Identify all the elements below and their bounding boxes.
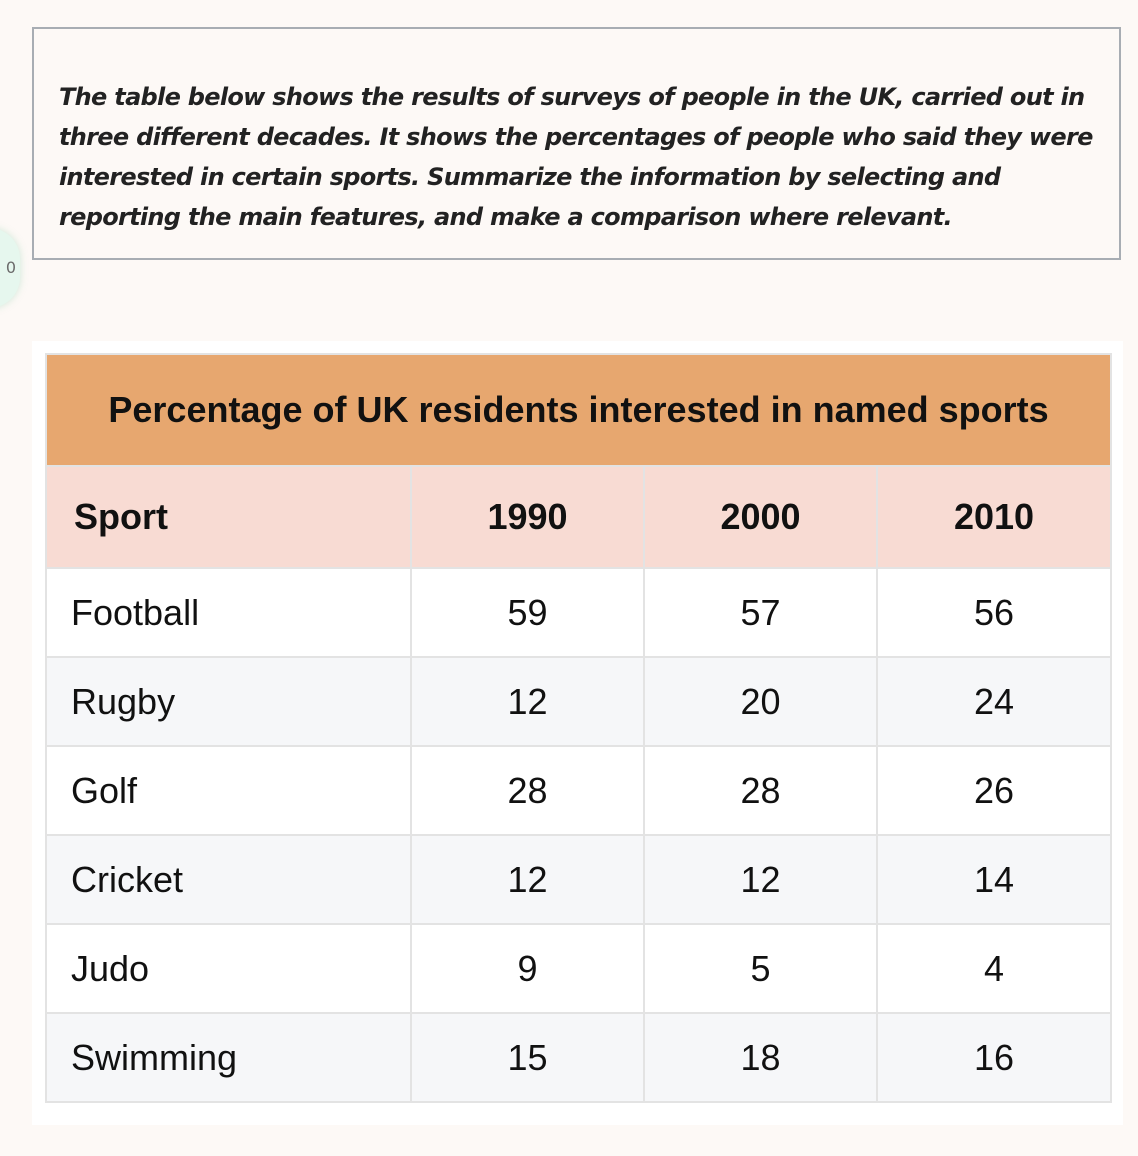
value-cell: 24	[875, 656, 1113, 747]
sport-name-cell: Judo	[45, 923, 412, 1014]
table-title: Percentage of UK residents interested in…	[44, 353, 1113, 467]
value-cell: 4	[875, 923, 1113, 1014]
value-cell: 15	[410, 1012, 645, 1103]
sport-name-cell: Swimming	[45, 1012, 412, 1103]
sport-name-cell: Rugby	[45, 656, 412, 747]
task-prompt-box: The table below shows the results of sur…	[32, 27, 1121, 260]
value-cell: 56	[875, 567, 1113, 658]
table-row: Football 59 57 56	[45, 567, 1113, 658]
value-cell: 5	[643, 923, 878, 1014]
table-row: Rugby 12 20 24	[45, 656, 1113, 747]
value-cell: 20	[643, 656, 878, 747]
value-cell: 18	[643, 1012, 878, 1103]
value-cell: 28	[410, 745, 645, 836]
value-cell: 14	[875, 834, 1113, 925]
sport-name-cell: Golf	[45, 745, 412, 836]
value-cell: 12	[410, 656, 645, 747]
value-cell: 16	[875, 1012, 1113, 1103]
column-header-2000: 2000	[643, 465, 878, 569]
table-header-row: Sport 1990 2000 2010	[45, 465, 1113, 569]
table-row: Golf 28 28 26	[45, 745, 1113, 836]
value-cell: 26	[875, 745, 1113, 836]
value-cell: 12	[410, 834, 645, 925]
value-cell: 12	[643, 834, 878, 925]
value-cell: 28	[643, 745, 878, 836]
sport-name-cell: Cricket	[45, 834, 412, 925]
value-cell: 59	[410, 567, 645, 658]
side-bubble[interactable]: 0	[0, 228, 20, 308]
value-cell: 9	[410, 923, 645, 1014]
table-row: Swimming 15 18 16	[45, 1012, 1113, 1103]
table-row: Cricket 12 12 14	[45, 834, 1113, 925]
sports-table: Percentage of UK residents interested in…	[44, 353, 1113, 1103]
column-header-1990: 1990	[410, 465, 645, 569]
column-header-2010: 2010	[875, 465, 1113, 569]
sport-name-cell: Football	[45, 567, 412, 658]
table-card: Percentage of UK residents interested in…	[32, 341, 1123, 1125]
table-row: Judo 9 5 4	[45, 923, 1113, 1014]
value-cell: 57	[643, 567, 878, 658]
task-prompt-text: The table below shows the results of sur…	[59, 83, 1093, 231]
side-bubble-label: 0	[5, 258, 16, 277]
table-title-row: Percentage of UK residents interested in…	[44, 353, 1113, 467]
column-header-sport: Sport	[45, 465, 412, 569]
